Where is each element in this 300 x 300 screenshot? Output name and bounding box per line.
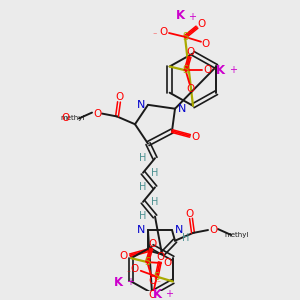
Text: H: H xyxy=(139,153,147,163)
Text: H: H xyxy=(139,182,147,192)
Text: S: S xyxy=(183,65,189,75)
Text: ⁻: ⁻ xyxy=(156,278,160,287)
Text: S: S xyxy=(144,257,150,267)
Text: K: K xyxy=(114,276,123,289)
Text: methyl: methyl xyxy=(225,232,249,238)
Text: O: O xyxy=(148,275,156,286)
Text: O: O xyxy=(203,65,212,75)
Text: H: H xyxy=(139,212,147,221)
Text: H: H xyxy=(182,233,190,243)
Text: S: S xyxy=(154,272,160,282)
Text: N: N xyxy=(178,104,186,114)
Text: O: O xyxy=(187,84,195,94)
Text: ⁻: ⁻ xyxy=(212,65,216,74)
Text: O: O xyxy=(61,113,69,123)
Text: H: H xyxy=(151,197,159,207)
Text: N: N xyxy=(137,100,145,110)
Text: ⁻: ⁻ xyxy=(153,30,157,39)
Text: O: O xyxy=(131,264,139,274)
Text: H: H xyxy=(151,168,159,178)
Text: O: O xyxy=(148,238,156,249)
Text: O: O xyxy=(93,109,101,118)
Text: O: O xyxy=(209,225,217,235)
Text: +: + xyxy=(165,289,173,299)
Text: O: O xyxy=(116,92,124,102)
Text: O: O xyxy=(192,132,200,142)
Text: O: O xyxy=(149,290,157,300)
Text: S: S xyxy=(182,32,188,42)
Text: O: O xyxy=(197,19,205,29)
Text: O: O xyxy=(163,258,171,268)
Text: O: O xyxy=(186,208,194,218)
Text: O: O xyxy=(202,39,210,49)
Text: O: O xyxy=(157,252,165,262)
Text: N: N xyxy=(137,225,145,235)
Text: O: O xyxy=(159,27,167,37)
Text: +: + xyxy=(126,278,134,287)
Text: O: O xyxy=(187,47,195,57)
Text: N: N xyxy=(175,225,183,235)
Text: O: O xyxy=(120,251,128,261)
Text: K: K xyxy=(153,288,162,300)
Text: K: K xyxy=(176,9,184,22)
Text: +: + xyxy=(229,65,237,75)
Text: K: K xyxy=(216,64,225,77)
Text: +: + xyxy=(188,13,196,22)
Text: methyl: methyl xyxy=(61,116,85,122)
Text: ⁻: ⁻ xyxy=(127,268,131,277)
